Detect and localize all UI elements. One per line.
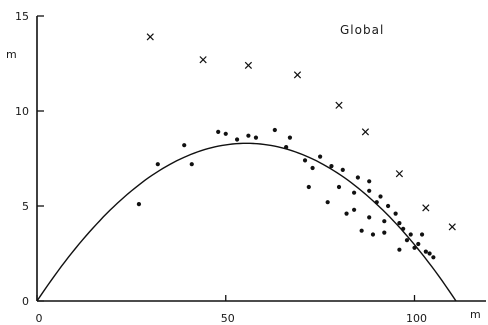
- dot-point: [216, 129, 221, 134]
- x-tick-label: 100: [406, 312, 427, 325]
- cross-point: [199, 56, 207, 64]
- dot-point: [416, 241, 421, 247]
- dot-point: [355, 175, 360, 180]
- dot-point: [189, 162, 194, 167]
- dot-point: [367, 215, 372, 220]
- dot-point: [397, 221, 402, 226]
- dot-point: [253, 135, 259, 140]
- dot-point: [223, 131, 228, 136]
- cross-stroke: [199, 56, 207, 64]
- dot-point: [431, 255, 436, 260]
- y-tick-label: 10: [15, 105, 29, 118]
- x-tick-label: 0: [36, 312, 43, 325]
- y-axis-label: m: [6, 48, 17, 61]
- dot-point: [284, 145, 289, 150]
- dot-point: [423, 249, 428, 254]
- dot-point: [397, 247, 402, 252]
- dot-point: [344, 211, 349, 216]
- dot-point: [385, 203, 391, 209]
- y-tick-label: 0: [22, 295, 29, 308]
- dot-point: [318, 154, 323, 159]
- dot-point: [401, 226, 406, 231]
- cross-stroke: [244, 61, 253, 70]
- cross-point: [335, 101, 343, 109]
- dot-point: [246, 133, 251, 138]
- y-tick-label: 15: [15, 10, 29, 23]
- dot-point: [182, 143, 187, 148]
- fitted-curve-line: [36, 142, 457, 302]
- cross-stroke: [146, 33, 154, 41]
- dot-point: [370, 232, 376, 237]
- dot-point: [272, 127, 277, 133]
- dot-point: [382, 230, 387, 235]
- fitted-curve-layer: [36, 142, 457, 302]
- dot-point: [340, 167, 345, 172]
- cross-stroke: [448, 223, 456, 231]
- dot-point: [393, 211, 398, 216]
- dot-point: [382, 219, 387, 224]
- cross-stroke: [422, 204, 430, 212]
- dot-point: [336, 184, 342, 190]
- dot-point: [302, 158, 308, 163]
- cross-point: [448, 223, 456, 231]
- cross-stroke: [395, 170, 404, 178]
- cross-stroke: [335, 101, 343, 109]
- dot-point: [234, 137, 240, 142]
- cross-point: [244, 61, 253, 70]
- dot-point: [352, 190, 357, 195]
- cross-point: [422, 204, 430, 212]
- dot-point: [412, 245, 417, 250]
- cross-point: [395, 170, 404, 178]
- dot-point: [359, 228, 364, 233]
- cross-point: [146, 33, 154, 41]
- y-tick-label: 5: [22, 200, 29, 213]
- x-tick-label: 50: [221, 312, 235, 325]
- dot-point: [310, 165, 315, 171]
- dot-point: [136, 202, 142, 207]
- dot-point: [427, 251, 432, 256]
- dot-point: [352, 207, 357, 212]
- cross-stroke: [293, 71, 302, 79]
- dot-point: [329, 164, 334, 169]
- dot-point: [408, 232, 413, 237]
- dot-point: [367, 179, 372, 184]
- axes: [36, 16, 486, 302]
- cross-stroke: [361, 128, 370, 136]
- chart-title: Global: [340, 23, 384, 37]
- cross-point: [361, 128, 370, 136]
- ticks: 0 5 10 15 0 50 100: [15, 10, 427, 325]
- points-layer: [136, 33, 456, 260]
- dot-point: [325, 200, 330, 205]
- dot-point: [419, 232, 425, 237]
- dot-point: [306, 184, 311, 190]
- x-axis-label: m: [470, 308, 481, 321]
- dot-point: [155, 162, 160, 167]
- dot-point: [367, 188, 372, 193]
- dot-point: [287, 135, 293, 140]
- dot-point: [404, 238, 410, 243]
- cross-point: [293, 71, 302, 79]
- dot-point: [378, 194, 383, 199]
- dot-point: [374, 200, 379, 205]
